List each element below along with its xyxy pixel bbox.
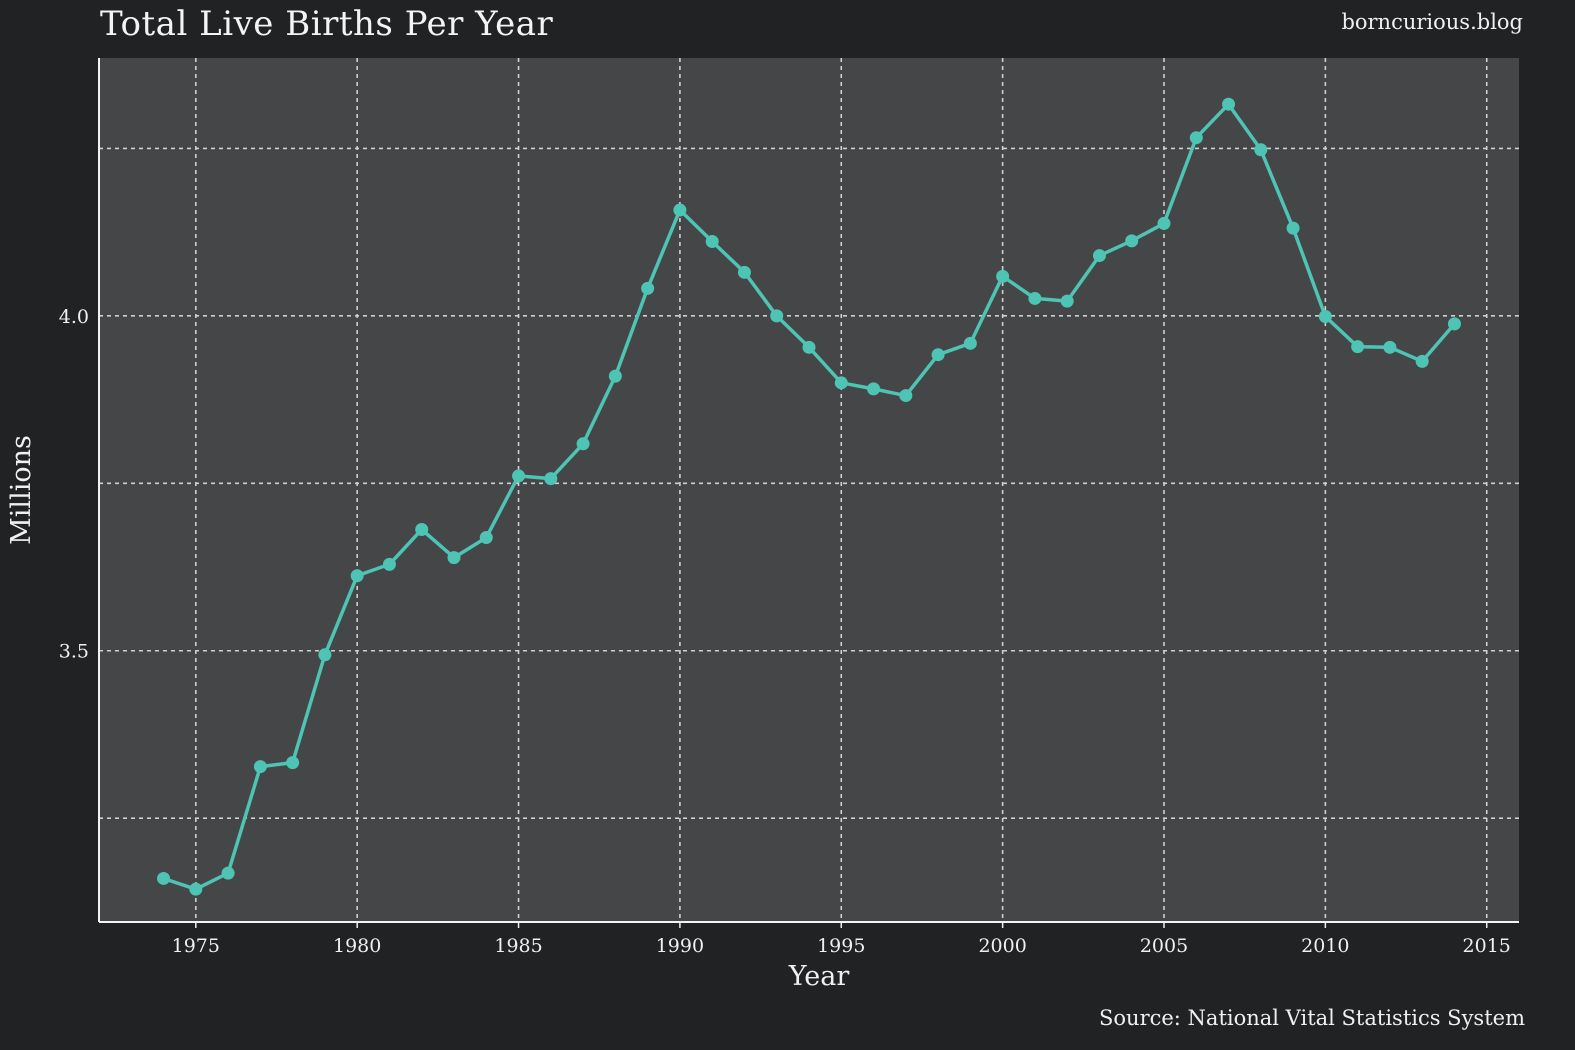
- data-point: [253, 760, 267, 774]
- data-point: [899, 389, 913, 403]
- x-tick-label: 1985: [494, 935, 542, 957]
- site-name: borncurious.blog: [1341, 10, 1523, 34]
- data-point: [512, 469, 526, 483]
- data-point: [867, 382, 881, 396]
- data-point: [1157, 216, 1171, 230]
- data-point: [1189, 131, 1203, 145]
- series-line-group: [157, 97, 1461, 896]
- data-point: [286, 756, 300, 770]
- data-point: [802, 340, 816, 354]
- data-point: [318, 648, 332, 662]
- data-point: [1383, 340, 1397, 354]
- data-point: [608, 369, 622, 383]
- source-note: Source: National Vital Statistics System: [1099, 1006, 1525, 1030]
- y-tick-label: 3.5: [59, 641, 89, 663]
- data-point: [1254, 143, 1268, 157]
- data-point: [1351, 340, 1365, 354]
- x-tick-label: 1995: [817, 935, 865, 957]
- data-point: [447, 551, 461, 565]
- data-point: [189, 882, 203, 896]
- y-axis-label: Millions: [6, 435, 37, 545]
- x-tick-label: 2005: [1140, 935, 1188, 957]
- data-point: [705, 235, 719, 249]
- plot-area: [99, 58, 1519, 922]
- data-point: [834, 376, 848, 390]
- data-point: [1060, 294, 1074, 308]
- x-tick-label: 2010: [1301, 935, 1349, 957]
- data-point: [1125, 234, 1139, 248]
- data-point: [996, 269, 1010, 283]
- data-point: [1222, 97, 1236, 111]
- data-point: [931, 348, 945, 362]
- data-point: [221, 866, 235, 880]
- x-axis-label: Year: [788, 961, 850, 992]
- x-tick-label: 1980: [333, 935, 381, 957]
- chart-title: Total Live Births Per Year: [100, 4, 554, 44]
- data-point: [770, 309, 784, 323]
- data-point: [673, 203, 687, 217]
- data-point: [1286, 221, 1300, 235]
- data-point: [479, 531, 493, 545]
- data-point: [382, 557, 396, 571]
- x-tick-label: 2015: [1463, 935, 1511, 957]
- data-point: [1318, 310, 1332, 324]
- x-tick-label: 2000: [978, 935, 1026, 957]
- x-tick-label: 1975: [172, 935, 220, 957]
- data-point: [544, 472, 558, 486]
- grid: [99, 58, 1519, 922]
- data-point: [737, 265, 751, 279]
- data-point: [1028, 291, 1042, 305]
- data-point: [1447, 317, 1461, 331]
- data-point: [415, 523, 429, 537]
- axes: 1975 1980 1985 1990 1995 2000 2005 2010 2015 3.5 4…: [59, 58, 1519, 957]
- data-point: [350, 569, 364, 583]
- data-point: [963, 336, 977, 350]
- data-point: [1092, 249, 1106, 263]
- data-point: [641, 281, 655, 295]
- data-point: [157, 871, 171, 885]
- y-tick-label: 4.0: [59, 306, 89, 328]
- data-point: [1415, 354, 1429, 368]
- x-tick-label: 1990: [656, 935, 704, 957]
- data-point: [576, 437, 590, 451]
